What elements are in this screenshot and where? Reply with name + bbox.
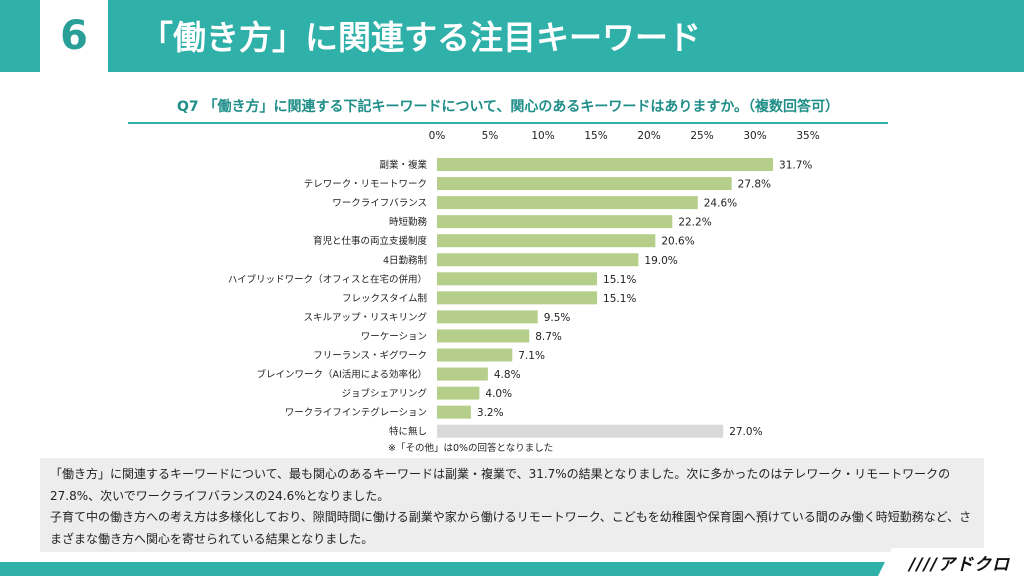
x-tick-label: 25% (690, 130, 713, 142)
x-axis-ticks: 0% 5% 10% 15% 20% 25% 30% 35% (429, 130, 820, 142)
bar (437, 234, 656, 248)
bar (437, 272, 598, 286)
category-label: ワークライフバランス (332, 198, 427, 209)
bar (437, 386, 480, 400)
value-label: 22.2% (678, 217, 711, 229)
value-label: 8.7% (535, 331, 562, 343)
value-label: 19.0% (644, 255, 677, 267)
bar (437, 196, 698, 210)
question-underline (128, 122, 888, 124)
value-label: 4.8% (494, 369, 521, 381)
value-labels: 31.7% 27.8%24.6% 22.2% 20.6% 19.0% 15.1% 15.1%… (477, 160, 812, 439)
bar (437, 367, 488, 381)
value-label: 9.5% (544, 312, 571, 324)
value-label: 24.6% (704, 198, 737, 210)
x-tick-label: 20% (637, 130, 660, 142)
value-label: 15.1% (603, 293, 636, 305)
category-label: フレックスタイム制 (342, 292, 427, 304)
bar (437, 424, 724, 438)
value-label: 31.7% (779, 160, 812, 172)
category-label: 4日勤務制 (383, 254, 427, 266)
bar (437, 329, 530, 343)
slide-title: 「働き方」に関連する注目キーワード (140, 18, 701, 57)
x-tick-label: 5% (482, 130, 499, 142)
value-label: 20.6% (661, 236, 694, 248)
category-label: ブレインワーク（AI活用による効率化） (256, 369, 427, 381)
category-label: ハイブリッドワーク（オフィスと在宅の併用） (228, 273, 427, 285)
logo-text: ////アドクロ (909, 554, 1010, 575)
value-label: 27.8% (738, 179, 771, 191)
x-tick-label: 15% (584, 130, 607, 142)
bar (437, 215, 673, 229)
category-label: 育児と仕事の両立支援制度 (313, 235, 428, 247)
category-label: フリーランス・ギグワーク (313, 350, 427, 362)
category-label: ワークライフインテグレーション (285, 407, 427, 419)
category-label: ワーケーション (361, 331, 427, 342)
bar (437, 253, 639, 267)
summary-box: 「働き方」に関連するキーワードについて、最も関心のあるキーワードは副業・複業で、… (40, 458, 984, 552)
summary-paragraph-2: 子育て中の働き方への考え方は多様化しており、隙間時間に働ける副業や家から働けるリ… (50, 510, 972, 546)
category-labels: 副業・複業テレワーク・リモートワークワークライフバランス時短勤務育児と仕事の両立… (228, 159, 428, 438)
x-tick-label: 35% (796, 130, 819, 142)
question-title: Q7 「働き方」に関連する下記キーワードについて、関心のあるキーワードはあります… (176, 99, 840, 115)
value-label: 4.0% (485, 388, 512, 400)
x-tick-label: 10% (531, 130, 554, 142)
value-label: 7.1% (518, 350, 545, 362)
bar (437, 310, 538, 324)
bar (437, 177, 732, 191)
category-label: スキルアップ・リスキリング (303, 311, 427, 323)
x-tick-label: 30% (743, 130, 766, 142)
company-logo: ////アドクロ (878, 548, 1024, 576)
value-label: 3.2% (477, 407, 504, 419)
bar (437, 405, 471, 419)
slide-number: 6 (40, 0, 108, 72)
header-bar: 6 「働き方」に関連する注目キーワード (0, 0, 1024, 72)
x-tick-label: 0% (429, 130, 446, 142)
summary-paragraph-1: 「働き方」に関連するキーワードについて、最も関心のあるキーワードは副業・複業で、… (50, 467, 951, 503)
category-label: 副業・複業 (379, 159, 427, 171)
category-label: 特に無し (389, 426, 427, 438)
bar (437, 348, 513, 362)
bar (437, 158, 774, 171)
category-label: 時短勤務 (389, 216, 428, 228)
value-label: 15.1% (603, 274, 636, 286)
bar-chart: 0% 5% 10% 15% 20% 25% 30% 35% 副業・複業テレワーク・リモートワー… (228, 130, 820, 454)
value-label: 27.0% (729, 426, 762, 438)
bar (437, 291, 598, 305)
chart-note: ※「その他」は0%の回答となりました (388, 442, 553, 454)
category-label: テレワーク・リモートワーク (304, 179, 427, 190)
category-label: ジョブシェアリング (341, 388, 427, 400)
bars (437, 158, 774, 438)
footer-bar (0, 562, 1024, 576)
